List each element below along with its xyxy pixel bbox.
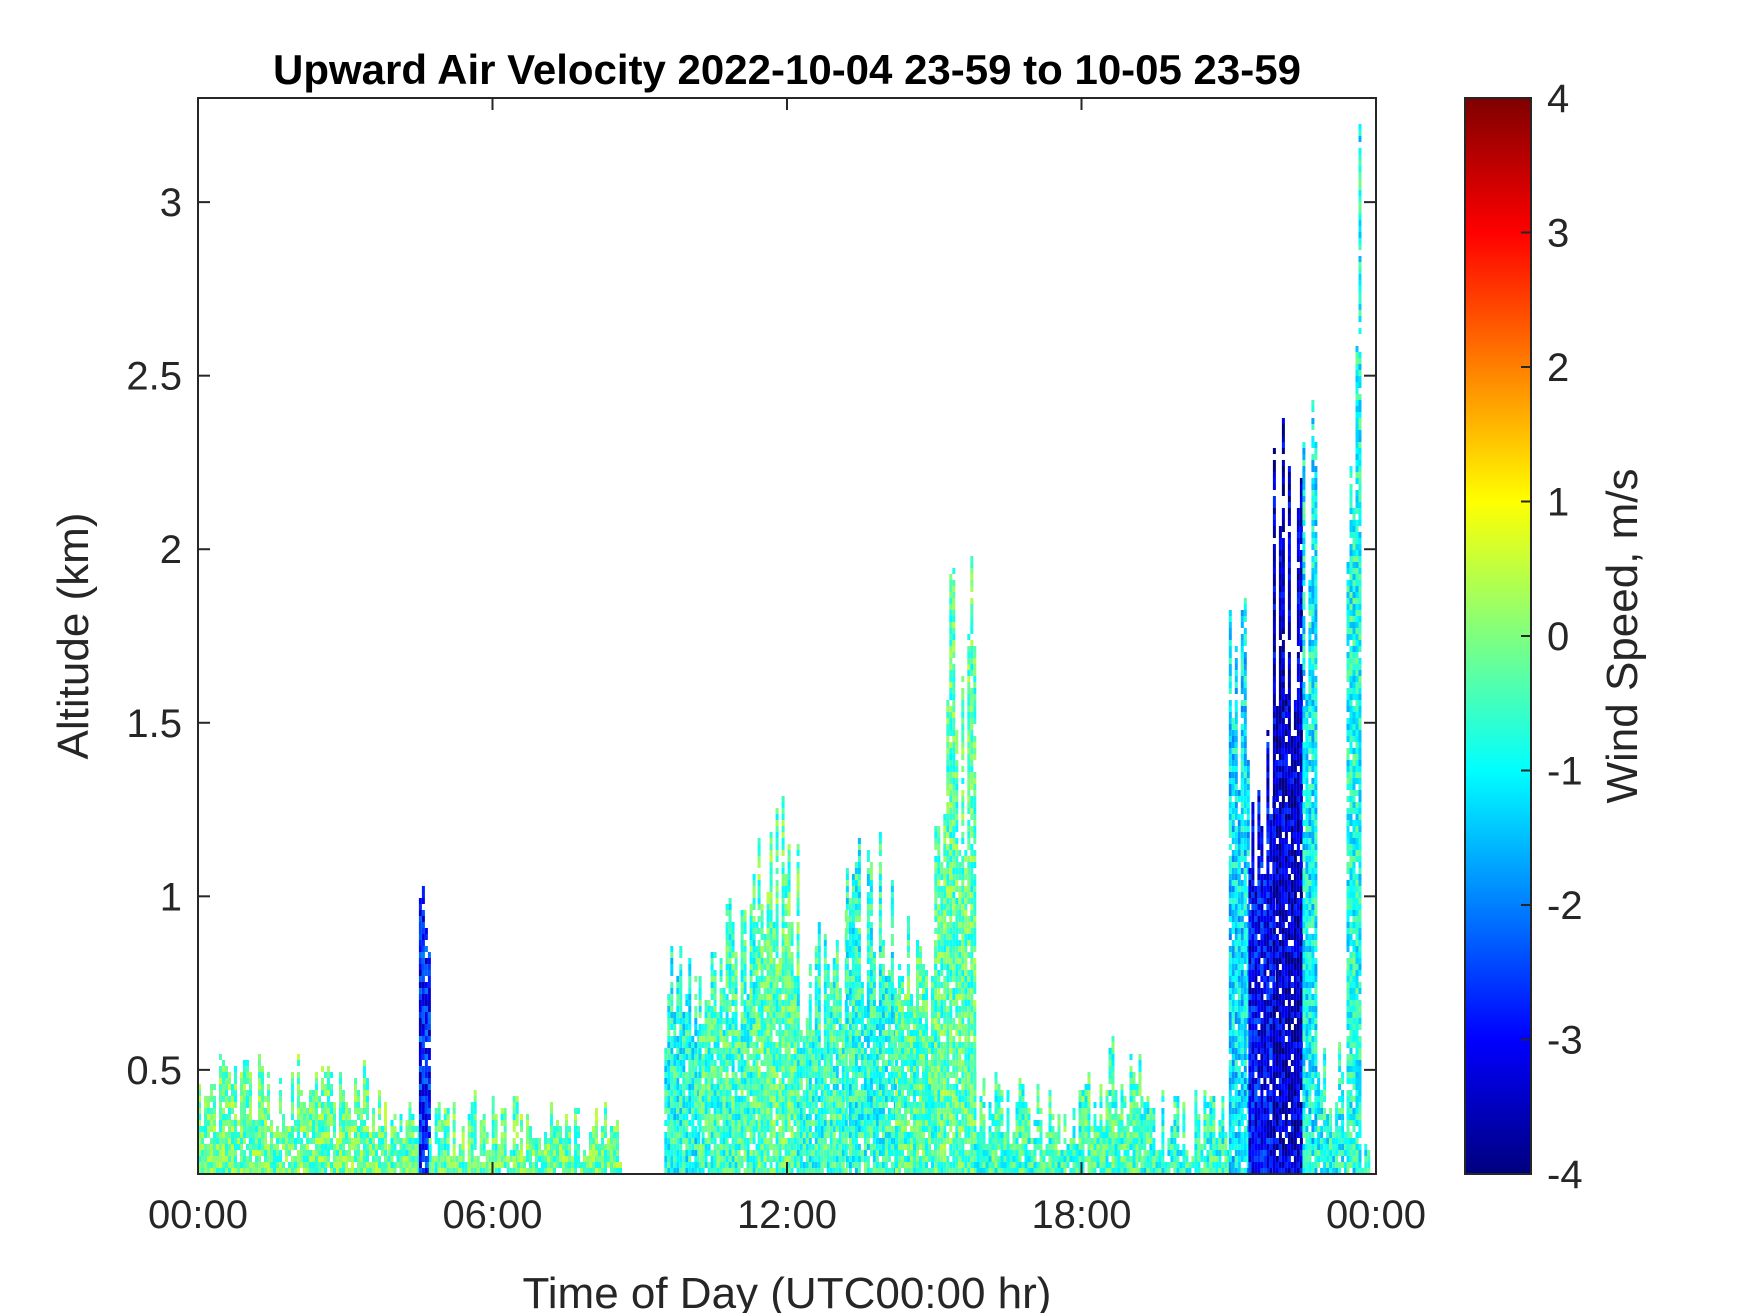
x-axis: 00:00 06:00 12:00 18:00 00:00 bbox=[148, 98, 1426, 1237]
data-region bbox=[845, 832, 897, 1174]
colorbar-tick-label: 4 bbox=[1547, 77, 1569, 121]
colorbar-tick-label: -4 bbox=[1547, 1153, 1583, 1197]
y-tick-label: 0.5 bbox=[126, 1049, 182, 1093]
y-tick-label: 2 bbox=[160, 528, 182, 572]
data-region bbox=[1361, 1144, 1371, 1174]
colorbar-tick-label: 1 bbox=[1547, 481, 1569, 525]
data-region bbox=[757, 796, 800, 1174]
data-region bbox=[418, 886, 431, 1174]
x-tick-label: 18:00 bbox=[1031, 1193, 1131, 1237]
data-region bbox=[198, 1054, 387, 1174]
data-region bbox=[895, 916, 937, 1174]
data-region bbox=[1140, 1090, 1231, 1174]
y-axis-label: Altitude (km) bbox=[49, 513, 98, 760]
colorbar-tick-label: 2 bbox=[1547, 346, 1569, 390]
x-tick-label: 00:00 bbox=[1326, 1193, 1426, 1237]
colorbar-tick-label: -2 bbox=[1547, 884, 1583, 928]
velocity-field bbox=[198, 124, 1371, 1174]
y-tick-label: 3 bbox=[160, 181, 182, 225]
data-region bbox=[796, 910, 848, 1174]
data-region bbox=[1317, 1042, 1348, 1174]
chart-title: Upward Air Velocity 2022-10-04 23-59 to … bbox=[273, 46, 1301, 93]
colorbar-label: Wind Speed, m/s bbox=[1598, 468, 1647, 803]
data-region bbox=[384, 1102, 421, 1174]
data-region bbox=[1081, 1036, 1142, 1174]
data-region bbox=[1346, 124, 1362, 1174]
data-region bbox=[1248, 730, 1276, 1174]
colorbar-tick-label: -3 bbox=[1547, 1019, 1583, 1063]
colorbar-tick-label: 3 bbox=[1547, 212, 1569, 256]
data-region bbox=[517, 1102, 622, 1174]
x-tick-label: 12:00 bbox=[737, 1193, 837, 1237]
data-region bbox=[428, 1090, 519, 1174]
x-tick-label: 00:00 bbox=[148, 1193, 248, 1237]
colorbar bbox=[1464, 97, 1532, 1175]
y-axis: 0.5 1 1.5 2 2.5 3 bbox=[126, 181, 1376, 1093]
data-region bbox=[973, 1072, 1082, 1174]
data-region bbox=[934, 556, 977, 1174]
y-tick-label: 1 bbox=[160, 875, 182, 919]
data-region bbox=[698, 874, 759, 1174]
data-region bbox=[1272, 418, 1303, 1174]
y-tick-label: 2.5 bbox=[126, 355, 182, 399]
x-tick-label: 06:00 bbox=[442, 1193, 542, 1237]
x-axis-label: Time of Day (UTC00:00 hr) bbox=[523, 1269, 1052, 1313]
data-region bbox=[1228, 598, 1250, 1174]
colorbar-ticks: 4 3 2 1 0 -1 -2 -3 -4 bbox=[1521, 77, 1583, 1197]
colorbar-tick-label: -1 bbox=[1547, 750, 1583, 794]
data-region bbox=[664, 946, 701, 1174]
data-region bbox=[1302, 400, 1318, 1174]
y-tick-label: 1.5 bbox=[126, 702, 182, 746]
colorbar-tick-label: 0 bbox=[1547, 615, 1569, 659]
